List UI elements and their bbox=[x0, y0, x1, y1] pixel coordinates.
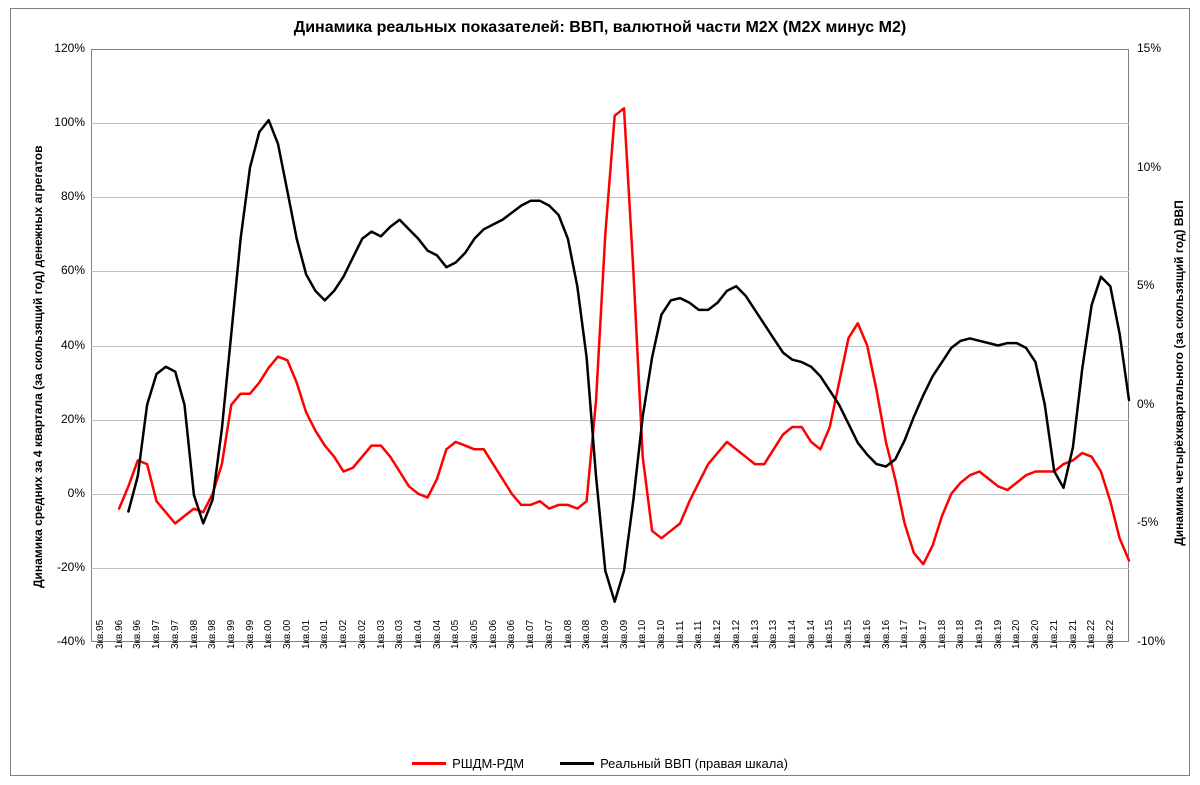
x-tick-label: 1кв.99 bbox=[226, 620, 237, 649]
gridline bbox=[91, 197, 1129, 198]
x-tick-label: 3кв.13 bbox=[768, 620, 779, 649]
x-tick-label: 3кв.11 bbox=[693, 621, 704, 649]
x-tick-label: 3кв.95 bbox=[95, 620, 106, 649]
x-tick-label: 3кв.04 bbox=[432, 620, 443, 649]
x-tick-label: 1кв.98 bbox=[189, 620, 200, 649]
x-tick-label: 1кв.07 bbox=[525, 620, 536, 649]
x-tick-label: 1кв.00 bbox=[263, 620, 274, 649]
x-tick-label: 3кв.16 bbox=[881, 620, 892, 649]
y-left-tick-label: -40% bbox=[37, 634, 85, 648]
x-tick-label: 3кв.21 bbox=[1068, 620, 1079, 649]
x-tick-label: 1кв.04 bbox=[413, 620, 424, 649]
x-tick-label: 1кв.10 bbox=[637, 620, 648, 649]
x-tick-label: 3кв.12 bbox=[731, 620, 742, 649]
x-tick-label: 3кв.99 bbox=[245, 620, 256, 649]
x-tick-label: 1кв.09 bbox=[600, 620, 611, 649]
x-tick-label: 3кв.03 bbox=[394, 620, 405, 649]
x-tick-label: 3кв.06 bbox=[506, 620, 517, 649]
x-tick-label: 1кв.96 bbox=[114, 620, 125, 649]
gridline bbox=[91, 346, 1129, 347]
x-tick-label: 1кв.12 bbox=[712, 620, 723, 649]
x-tick-label: 1кв.02 bbox=[338, 620, 349, 649]
x-tick-label: 1кв.05 bbox=[450, 620, 461, 649]
x-tick-label: 3кв.18 bbox=[955, 620, 966, 649]
legend-swatch bbox=[412, 762, 446, 765]
x-tick-label: 1кв.16 bbox=[862, 620, 873, 649]
x-tick-label: 1кв.22 bbox=[1086, 620, 1097, 649]
chart-frame: Динамика реальных показателей: ВВП, валю… bbox=[10, 8, 1190, 776]
y-right-tick-label: 5% bbox=[1137, 278, 1154, 292]
chart-title: Динамика реальных показателей: ВВП, валю… bbox=[11, 19, 1189, 37]
x-tick-label: 1кв.97 bbox=[151, 620, 162, 649]
series-svg bbox=[11, 9, 1191, 777]
gridline bbox=[91, 494, 1129, 495]
gridline bbox=[91, 271, 1129, 272]
x-tick-label: 1кв.13 bbox=[750, 620, 761, 649]
x-tick-label: 3кв.15 bbox=[843, 620, 854, 649]
series-line-0 bbox=[119, 108, 1129, 564]
x-tick-label: 1кв.19 bbox=[974, 620, 985, 649]
series-line-1 bbox=[128, 120, 1129, 602]
x-tick-label: 3кв.10 bbox=[656, 620, 667, 649]
x-tick-label: 1кв.21 bbox=[1049, 620, 1060, 649]
x-tick-label: 1кв.01 bbox=[301, 620, 312, 649]
y-left-axis-title: Динамика средних за 4 квартала (за сколь… bbox=[31, 158, 45, 588]
y-right-tick-label: -5% bbox=[1137, 515, 1158, 529]
x-tick-label: 3кв.19 bbox=[993, 620, 1004, 649]
legend-swatch bbox=[560, 762, 594, 765]
x-tick-label: 3кв.17 bbox=[918, 620, 929, 649]
x-tick-label: 1кв.11 bbox=[675, 621, 686, 649]
x-tick-label: 3кв.20 bbox=[1030, 620, 1041, 649]
y-right-tick-label: 15% bbox=[1137, 41, 1161, 55]
x-tick-label: 3кв.09 bbox=[619, 620, 630, 649]
y-right-tick-label: 0% bbox=[1137, 397, 1154, 411]
x-tick-label: 1кв.17 bbox=[899, 620, 910, 649]
y-right-tick-label: -10% bbox=[1137, 634, 1165, 648]
x-tick-label: 3кв.00 bbox=[282, 620, 293, 649]
x-tick-label: 1кв.14 bbox=[787, 620, 798, 649]
legend: РШДМ-РДМ Реальный ВВП (правая шкала) bbox=[11, 753, 1189, 771]
x-tick-label: 3кв.96 bbox=[132, 620, 143, 649]
gridline bbox=[91, 420, 1129, 421]
x-tick-label: 3кв.02 bbox=[357, 620, 368, 649]
y-left-tick-label: 100% bbox=[37, 115, 85, 129]
legend-item-0: РШДМ-РДМ bbox=[412, 756, 524, 771]
x-tick-label: 1кв.06 bbox=[488, 620, 499, 649]
legend-label: Реальный ВВП (правая шкала) bbox=[600, 756, 788, 771]
x-tick-label: 3кв.05 bbox=[469, 620, 480, 649]
gridline bbox=[91, 568, 1129, 569]
x-tick-label: 3кв.14 bbox=[806, 620, 817, 649]
x-tick-label: 3кв.01 bbox=[319, 620, 330, 649]
legend-label: РШДМ-РДМ bbox=[452, 756, 524, 771]
x-tick-label: 3кв.98 bbox=[207, 620, 218, 649]
x-tick-label: 1кв.18 bbox=[937, 620, 948, 649]
x-tick-label: 3кв.97 bbox=[170, 620, 181, 649]
legend-item-1: Реальный ВВП (правая шкала) bbox=[560, 756, 788, 771]
x-tick-label: 1кв.08 bbox=[563, 620, 574, 649]
x-tick-label: 3кв.22 bbox=[1105, 620, 1116, 649]
y-right-tick-label: 10% bbox=[1137, 160, 1161, 174]
gridline bbox=[91, 123, 1129, 124]
x-tick-label: 1кв.20 bbox=[1011, 620, 1022, 649]
x-tick-label: 3кв.08 bbox=[581, 620, 592, 649]
y-left-tick-label: 120% bbox=[37, 41, 85, 55]
x-tick-label: 1кв.03 bbox=[376, 620, 387, 649]
x-tick-label: 1кв.15 bbox=[824, 620, 835, 649]
x-tick-label: 3кв.07 bbox=[544, 620, 555, 649]
y-right-axis-title: Динамика четырёхквартального (за скользя… bbox=[1172, 173, 1186, 573]
